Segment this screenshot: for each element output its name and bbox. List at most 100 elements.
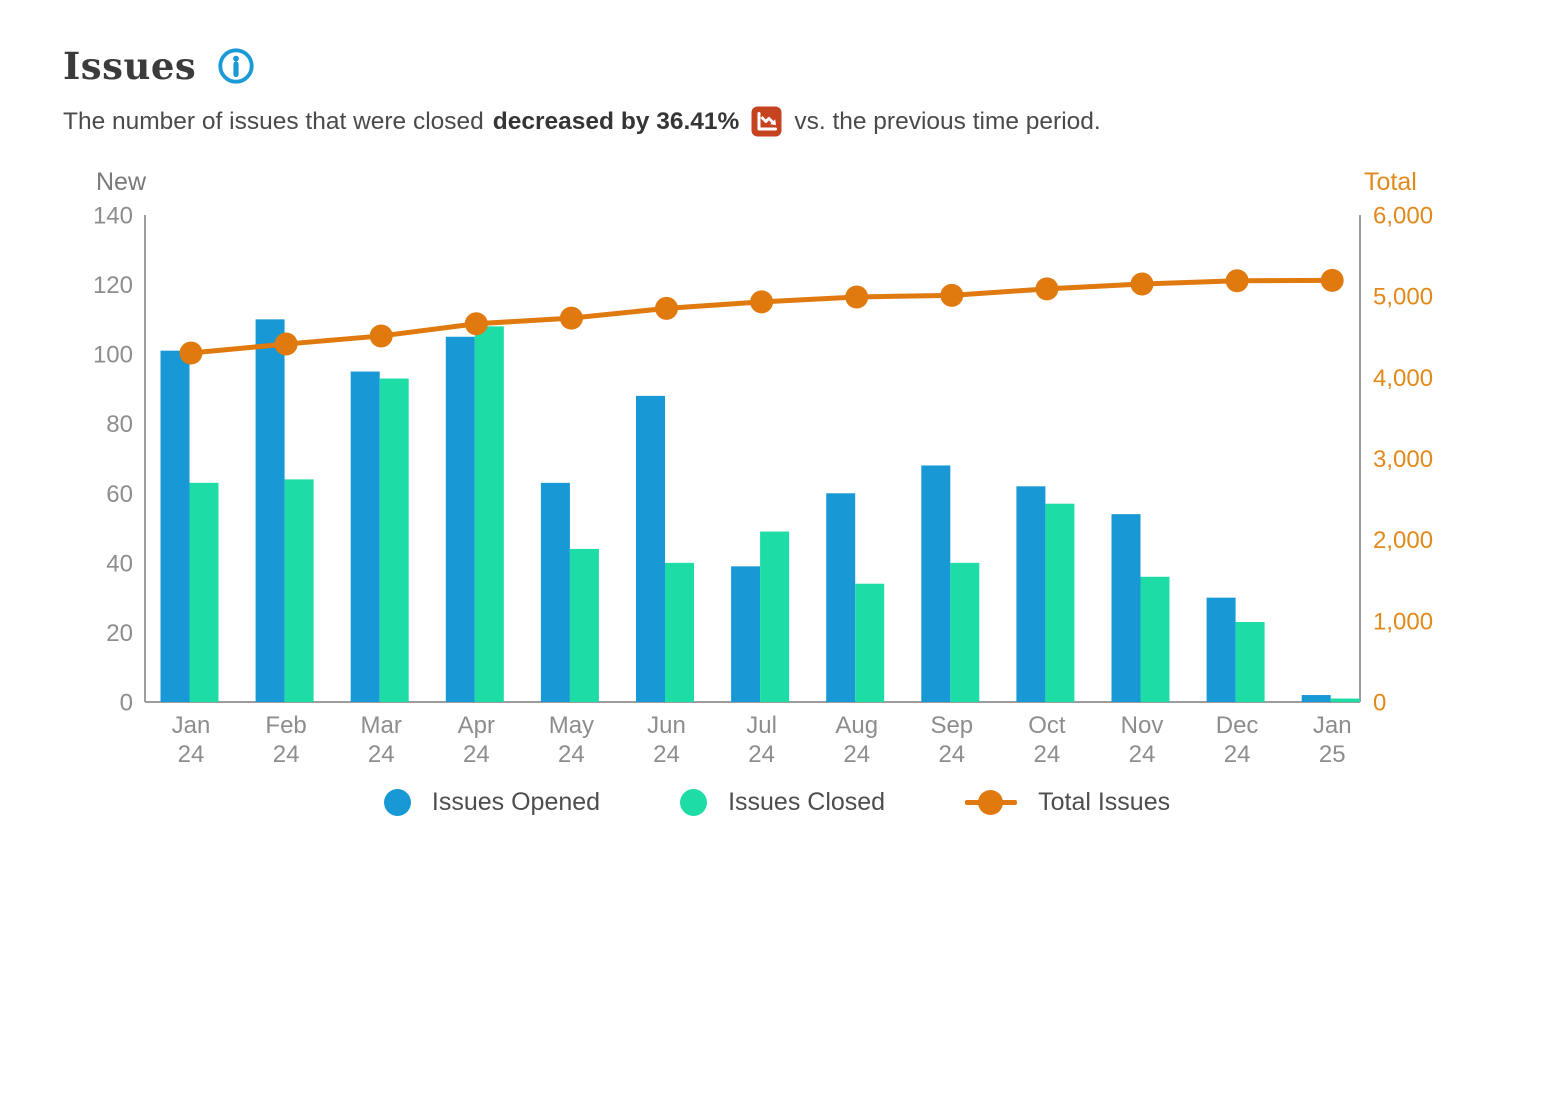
bar-issues-opened[interactable] [1111, 514, 1141, 702]
x-axis-label-month: Nov [1121, 712, 1164, 739]
chart-summary: The number of issues that were closed de… [63, 106, 1101, 137]
bar-issues-opened[interactable] [255, 319, 285, 702]
total-issues-dot [978, 789, 1004, 815]
x-axis-label-month: Jun [647, 712, 686, 739]
bar-issues-opened[interactable] [731, 566, 761, 702]
info-icon[interactable] [216, 46, 256, 86]
x-axis-label-month: Jan [172, 712, 211, 739]
bar-issues-closed[interactable] [665, 562, 694, 702]
total-issues-point[interactable] [559, 306, 583, 330]
summary-highlight: decreased by 36.41% [492, 107, 740, 135]
summary-text-suffix: vs. the previous time period. [794, 107, 1101, 135]
x-axis-label-month: Aug [835, 712, 878, 739]
total-issues-point[interactable] [845, 285, 869, 309]
total-issues-point[interactable] [1130, 272, 1154, 296]
bar-issues-opened[interactable] [1301, 695, 1331, 702]
right-axis-tick-label: 1,000 [1373, 608, 1433, 635]
total-issues-point[interactable] [1320, 268, 1344, 292]
left-axis-tick-label: 140 [93, 203, 133, 230]
bar-issues-opened[interactable] [160, 350, 190, 702]
right-axis-tick-label: 5,000 [1373, 284, 1433, 311]
left-axis-title: New [96, 168, 147, 196]
x-axis-label-year: 24 [558, 741, 585, 768]
bar-issues-closed[interactable] [379, 378, 409, 702]
left-axis-tick-label: 100 [93, 342, 133, 369]
bar-issues-opened[interactable] [826, 493, 856, 702]
bar-issues-closed[interactable] [474, 326, 504, 702]
issues-opened-marker-icon [383, 788, 411, 816]
bar-issues-closed[interactable] [1330, 698, 1360, 702]
bar-issues-closed[interactable] [189, 482, 219, 702]
bar-issues-closed[interactable] [855, 583, 885, 702]
x-axis-label-year: 24 [1129, 741, 1156, 768]
total-issues-point[interactable] [1225, 269, 1249, 293]
left-axis-tick-label: 80 [106, 411, 133, 438]
left-axis-tick-label: 20 [106, 620, 133, 647]
total-issues-point[interactable] [274, 332, 298, 356]
bar-issues-opened[interactable] [540, 482, 570, 702]
chart-legend: Issues Opened Issues Closed Total Issues [0, 776, 1554, 828]
x-axis-label-year: 24 [653, 741, 680, 768]
x-axis-label-month: May [549, 712, 594, 739]
bar-issues-opened[interactable] [636, 395, 665, 702]
left-axis-tick-label: 60 [106, 481, 133, 508]
total-issues-point[interactable] [655, 296, 678, 320]
header: Issues [63, 46, 256, 86]
bar-issues-closed[interactable] [1235, 621, 1265, 702]
total-issues-point[interactable] [940, 283, 964, 307]
x-axis-label-month: Apr [458, 712, 495, 739]
bar-issues-closed[interactable] [569, 548, 599, 702]
x-axis-label-year: 25 [1319, 741, 1346, 768]
legend-label-issues-closed: Issues Closed [728, 787, 886, 816]
bar-issues-closed[interactable] [950, 562, 980, 702]
x-axis-label-year: 24 [1224, 741, 1251, 768]
x-axis-label-month: Mar [361, 712, 402, 739]
legend-label-total-issues: Total Issues [1038, 787, 1171, 816]
left-axis-tick-label: 40 [106, 550, 133, 577]
x-axis-label-month: Jul [746, 712, 777, 739]
total-issues-point[interactable] [464, 312, 488, 336]
bar-issues-closed[interactable] [760, 531, 790, 702]
right-axis-tick-label: 0 [1373, 690, 1386, 717]
info-icon-glyph [218, 48, 254, 84]
x-axis-label-year: 24 [368, 741, 395, 768]
right-axis-title: Total [1364, 168, 1417, 196]
right-axis-tick-label: 6,000 [1373, 203, 1433, 230]
bar-issues-closed[interactable] [284, 479, 314, 702]
total-issues-marker-icon [965, 789, 1018, 816]
legend-item-issues-opened[interactable]: Issues Opened [383, 787, 601, 817]
bar-issues-opened[interactable] [350, 371, 380, 702]
x-axis-label-month: Feb [265, 712, 306, 739]
bar-issues-opened[interactable] [445, 336, 475, 702]
bar-issues-closed[interactable] [1140, 576, 1170, 702]
summary-text-prefix: The number of issues that were closed [63, 107, 484, 135]
bar-issues-opened[interactable] [921, 465, 951, 702]
right-axis-tick-label: 3,000 [1373, 446, 1433, 473]
x-axis-label-month: Jan [1313, 712, 1352, 739]
trend-decrease-icon [751, 106, 782, 137]
right-axis-tick-label: 4,000 [1373, 365, 1433, 392]
issues-closed-marker-icon [680, 788, 708, 816]
x-axis-label-year: 24 [843, 741, 870, 768]
bar-issues-opened[interactable] [1206, 597, 1236, 702]
x-axis-label-month: Dec [1216, 712, 1259, 739]
left-axis-tick-label: 120 [93, 272, 133, 299]
x-axis-label-month: Oct [1028, 712, 1066, 739]
bar-issues-opened[interactable] [1016, 486, 1046, 702]
total-issues-point[interactable] [750, 290, 774, 314]
x-axis-label-year: 24 [178, 741, 205, 768]
legend-item-issues-closed[interactable]: Issues Closed [680, 788, 885, 817]
legend-label-issues-opened: Issues Opened [431, 787, 601, 816]
left-axis-tick-label: 0 [120, 690, 133, 717]
bar-issues-closed[interactable] [1045, 503, 1075, 702]
legend-item-total-issues[interactable]: Total Issues [965, 788, 1170, 817]
x-axis-label-year: 24 [748, 741, 775, 768]
page-title: Issues [63, 43, 197, 88]
x-axis-label-year: 24 [463, 741, 490, 768]
total-issues-point[interactable] [1035, 277, 1059, 301]
right-axis-tick-label: 2,000 [1373, 527, 1433, 554]
x-axis-label-year: 24 [1034, 741, 1061, 768]
total-issues-point[interactable] [369, 324, 393, 348]
total-issues-point[interactable] [179, 341, 203, 365]
